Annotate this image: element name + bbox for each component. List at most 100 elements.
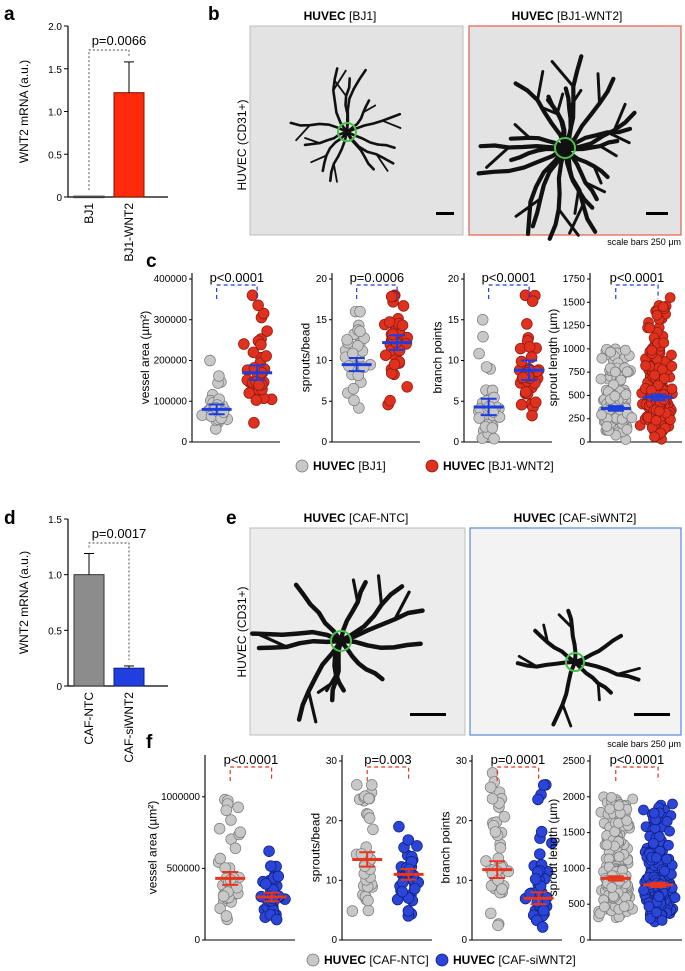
data-point (214, 902, 226, 915)
y-axis-title: WNT2 mRNA (a.u.) (17, 551, 31, 654)
legend-c-item-b-bold: HUVEC (443, 459, 485, 473)
data-point (219, 862, 231, 874)
data-point (608, 890, 619, 902)
data-point (523, 341, 536, 353)
data-point (363, 812, 376, 824)
data-point (379, 349, 392, 361)
data-point (615, 374, 627, 386)
sprout-branch (550, 60, 575, 89)
data-point (363, 792, 375, 805)
data-point (646, 344, 658, 356)
data-point (658, 337, 670, 349)
sprout-branch (307, 689, 318, 724)
data-point (396, 319, 409, 332)
legend-c: HUVEC [BJ1] HUVEC [BJ1-WNT2] (295, 459, 554, 473)
y-tick-label: 750 (568, 367, 585, 378)
y-tick-label: 1500 (563, 297, 586, 308)
bar-bj1-wnt2 (113, 92, 145, 198)
sprout-branch (596, 72, 601, 105)
data-point (648, 807, 660, 819)
significance-bracket (366, 766, 410, 781)
sprout (562, 126, 633, 151)
y-tick-label: 10 (456, 875, 468, 886)
y-tick-label: 0 (181, 437, 187, 448)
y-tick-label: 500 (568, 899, 585, 910)
scale-bar-e-right (634, 713, 670, 716)
sprout (551, 660, 577, 727)
legend-c-item-a-rest: [BJ1] (355, 459, 386, 473)
y-tick-label: 2000 (563, 792, 586, 803)
data-point (492, 919, 504, 932)
data-point (401, 381, 413, 393)
sprout-branch (376, 574, 384, 607)
data-point (596, 409, 607, 421)
significance-bracket (615, 766, 659, 781)
y-tick-label: 0 (579, 935, 585, 946)
panel-b-right-title-bold: HUVEC (512, 9, 554, 23)
sprout (332, 67, 349, 134)
data-point (248, 417, 260, 429)
sprout (296, 638, 344, 722)
panel-label-f: f (146, 732, 153, 753)
sprout (478, 143, 568, 151)
y-axis-title: sprout length (µm) (546, 309, 560, 407)
sprout (513, 81, 568, 151)
panel-e-left-title-bold: HUVEC (304, 511, 346, 525)
data-point (489, 826, 502, 838)
data-point (601, 421, 613, 432)
y-axis-title: branch points (439, 811, 453, 883)
y-tick-label: 30 (456, 756, 468, 767)
panel-b-right-title-rest: [BJ1-WNT2] (554, 9, 623, 23)
sprout-network-bj1-wnt2 (476, 54, 637, 241)
data-point (626, 412, 638, 424)
bar-chart-d: 0 0.5 1.0 1.5 WNT2 mRNA (a.u.) CAF-NTC CAF-siW… (17, 515, 168, 763)
data-point (220, 804, 233, 817)
data-point (532, 793, 544, 806)
data-point (515, 398, 528, 411)
scatter-c-sprouts-bead: 0 5 10 15 20 sprouts/bead p=0.0006 (299, 270, 420, 448)
bead-outline-caf-ntc (330, 630, 352, 652)
data-point (214, 852, 226, 865)
bead-outline-bj1 (337, 122, 357, 142)
data-point (204, 354, 216, 367)
panel-b-images: HUVEC [BJ1] HUVEC [BJ1-WNT2] HUVEC (CD31… (235, 9, 682, 247)
sprout-branch (362, 104, 377, 114)
legend-f-item-a-bold: HUVEC (324, 953, 366, 967)
y-tick-label: 1000000 (161, 792, 200, 803)
sprout-branch (573, 188, 580, 215)
legend-c-item-a: HUVEC [BJ1] (313, 459, 386, 473)
data-point (234, 826, 246, 838)
data-point (346, 905, 359, 917)
sprout (345, 99, 371, 134)
panel-b-left-title-rest: [BJ1] (346, 9, 377, 23)
category-label: BJ1-WNT2 (122, 203, 136, 262)
data-point (606, 791, 617, 803)
sprout (338, 638, 423, 650)
data-point (536, 921, 549, 933)
data-point (354, 325, 366, 338)
legend-f-blue-dot (435, 953, 449, 967)
data-point (259, 878, 272, 890)
y-axis-title: sprouts/bead (309, 813, 323, 882)
y-tick-label: 1250 (563, 321, 586, 332)
panel-e-images: HUVEC [CAF-NTC] HUVEC [CAF-siWNT2] HUVEC… (235, 511, 682, 749)
data-point (396, 885, 409, 898)
data-point (476, 314, 489, 326)
scatter-c-vessel-area: 0 100000 200000 300000 400000 vessel area (µm… (138, 270, 280, 448)
data-point (253, 379, 265, 391)
data-point (220, 910, 233, 922)
data-point (596, 352, 608, 364)
legend-c-item-b-rest: [BJ1-WNT2] (485, 459, 554, 473)
sprout (545, 97, 568, 151)
y-tick-label: 250 (568, 414, 585, 425)
y-tick-label: 0 (321, 437, 327, 448)
sprout-branch (557, 207, 580, 237)
y-tick-label: 0.5 (48, 626, 62, 637)
p-value-label: p=0.003 (364, 752, 411, 767)
legend-f: HUVEC [CAF-NTC] HUVEC [CAF-siWNT2] (306, 953, 576, 967)
y-axis-title: WNT2 mRNA (a.u.) (17, 60, 31, 163)
y-tick-label: 0 (331, 935, 337, 946)
y-tick-label: 1.5 (48, 515, 62, 526)
data-point (654, 831, 665, 842)
